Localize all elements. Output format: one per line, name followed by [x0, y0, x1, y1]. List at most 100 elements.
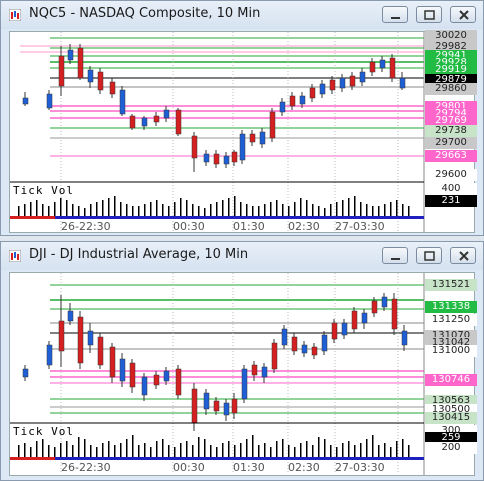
candle-body — [223, 155, 230, 165]
candle-body — [289, 95, 296, 107]
candle-body — [129, 362, 136, 388]
price-label: 29663 — [425, 150, 477, 162]
vol-axis-label: 400 — [425, 183, 477, 195]
candle-body — [291, 336, 298, 352]
volume-bar — [174, 447, 176, 457]
candle-body — [97, 336, 104, 366]
candle-body — [381, 296, 388, 308]
volume-bar — [168, 206, 170, 216]
volume-bar — [276, 441, 278, 457]
volume-bar — [402, 204, 404, 216]
time-axis-label: 01:30 — [233, 220, 265, 233]
tick-vol-label: Tick Vol — [13, 425, 74, 438]
price-label: 131338 — [425, 301, 477, 313]
volume-bar — [372, 206, 374, 216]
volume-bar — [186, 441, 188, 457]
volume-bar — [60, 198, 62, 216]
volume-bar — [408, 445, 410, 457]
candle-body — [191, 135, 198, 159]
candle-body — [109, 346, 116, 378]
chart-window-nasdaq: NQC5 - NASDAQ Composite, 10 Min 30020 299… — [0, 0, 484, 236]
candlestick-chart[interactable] — [10, 273, 475, 476]
candle-body — [87, 69, 94, 83]
volume-bar — [162, 439, 164, 457]
minimize-button[interactable] — [382, 6, 408, 23]
volume-bar — [222, 200, 224, 216]
session-bar-red — [10, 457, 55, 460]
candle-body — [231, 398, 238, 414]
volume-bar — [78, 437, 80, 457]
volume-bar — [144, 443, 146, 457]
volume-bar — [42, 439, 44, 457]
volume-bar — [336, 447, 338, 457]
volume-bar — [240, 443, 242, 457]
volume-bar — [288, 445, 290, 457]
volume-bar — [120, 443, 122, 457]
volume-bar — [204, 439, 206, 457]
candle-body — [249, 133, 256, 143]
window-title: NQC5 - NASDAQ Composite, 10 Min — [29, 6, 261, 21]
volume-bar — [180, 443, 182, 457]
volume-bar — [30, 447, 32, 457]
vol-value-badge: 231 — [425, 195, 477, 207]
price-label: 29919 — [425, 64, 477, 76]
vol-axis-label-bottom: 200 — [425, 442, 477, 454]
candle-body — [109, 81, 116, 95]
title-bar[interactable]: NQC5 - NASDAQ Composite, 10 Min — [1, 1, 483, 29]
volume-bar — [96, 447, 98, 457]
volume-bar — [174, 202, 176, 216]
candle-body — [309, 87, 316, 99]
volume-bar — [30, 202, 32, 216]
candlestick-chart[interactable] — [10, 32, 475, 233]
candle-body — [319, 83, 326, 95]
price-label: 131000 — [425, 345, 477, 357]
close-icon — [459, 251, 469, 261]
close-button[interactable] — [450, 247, 476, 264]
volume-bar — [150, 447, 152, 457]
title-bar[interactable]: DJI - DJ Industrial Average, 10 Min — [1, 242, 483, 270]
candle-body — [271, 342, 278, 370]
time-axis-label: 02:30 — [288, 461, 320, 474]
volume-bar — [54, 202, 56, 216]
volume-bar — [54, 447, 56, 457]
volume-bar — [18, 206, 20, 216]
chart-window-dji: DJI - DJ Industrial Average, 10 Min 1315… — [0, 241, 484, 481]
candle-body — [141, 376, 148, 396]
price-plot-area[interactable] — [9, 272, 475, 476]
candle-body — [331, 322, 338, 340]
volume-bar — [66, 441, 68, 457]
volume-bar — [330, 445, 332, 457]
volume-bar — [168, 445, 170, 457]
volume-bar — [324, 439, 326, 457]
volume-bar — [18, 445, 20, 457]
volume-bar — [276, 200, 278, 216]
price-label: 130746 — [425, 374, 477, 386]
restore-button[interactable] — [416, 6, 442, 23]
volume-bar — [102, 443, 104, 457]
time-axis-label: 00:30 — [173, 461, 205, 474]
volume-bar — [408, 206, 410, 216]
session-bar-blue — [55, 457, 424, 460]
volume-bar — [90, 204, 92, 216]
volume-bar — [258, 206, 260, 216]
candle-body — [259, 131, 266, 145]
candle-body — [223, 402, 230, 416]
price-plot-area[interactable] — [9, 31, 475, 233]
candle-body — [279, 101, 286, 113]
candle-body — [391, 298, 398, 330]
chart-app-icon — [9, 9, 21, 21]
volume-bar — [312, 204, 314, 216]
close-icon — [459, 10, 469, 20]
volume-bar — [264, 443, 266, 457]
volume-bar — [336, 202, 338, 216]
restore-button[interactable] — [416, 247, 442, 264]
time-axis-label: 00:30 — [173, 220, 205, 233]
volume-bar — [396, 441, 398, 457]
price-label: 29769 — [425, 115, 477, 127]
close-button[interactable] — [450, 6, 476, 23]
candle-body — [191, 388, 198, 424]
volume-bar — [132, 435, 134, 457]
minimize-button[interactable] — [382, 247, 408, 264]
volume-bar — [396, 200, 398, 216]
time-axis-label: 27-03:30 — [335, 461, 385, 474]
